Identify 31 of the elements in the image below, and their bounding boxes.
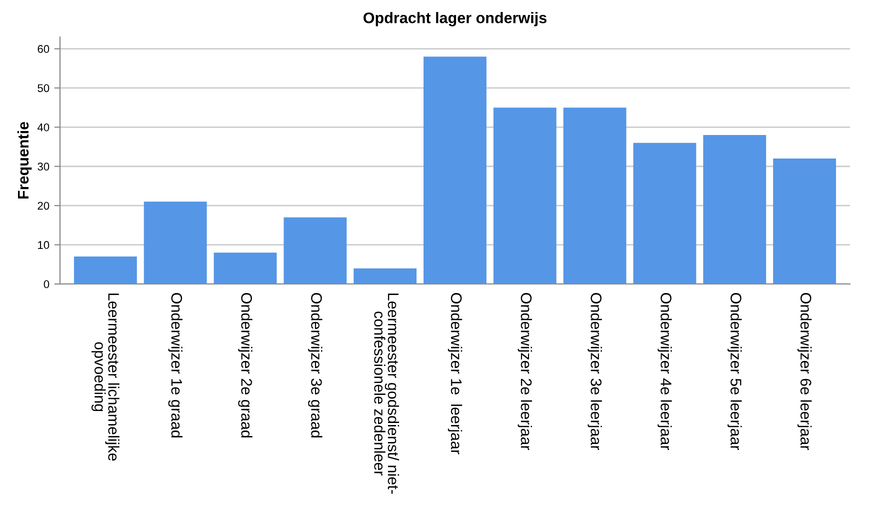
x-tick-label: Onderwijzer 1e leerjaar xyxy=(448,293,462,454)
x-tick-label: Onderwijzer 5e leerjaar xyxy=(728,293,742,450)
x-tick-label: Onderwijzer 2e graad xyxy=(238,293,252,438)
bar xyxy=(773,158,836,284)
bar xyxy=(354,268,417,284)
x-tick-label: Onderwijzer 2e leerjaar xyxy=(518,293,532,450)
y-tick-label: 20 xyxy=(38,202,50,210)
bar xyxy=(214,252,277,284)
y-tick-label: 60 xyxy=(38,45,50,53)
x-tick-label: Onderwijzer 1e graad xyxy=(168,293,182,438)
bar xyxy=(633,142,696,284)
x-tick-label: Leermeester lichamelijke opvoeding xyxy=(91,294,120,461)
y-tick-label: 0 xyxy=(44,280,50,288)
bar xyxy=(493,108,556,284)
bar xyxy=(284,217,347,284)
y-tick-label: 40 xyxy=(37,123,50,132)
x-tick-label: Onderwijzer 3e leerjaar xyxy=(588,293,602,450)
chart-title: Opdracht lager onderwijs xyxy=(364,12,546,26)
x-tick-label: Onderwijzer 4e leerjaar xyxy=(658,293,672,450)
x-tick-label: Onderwijzer 3e graad xyxy=(308,293,322,438)
x-tick-label: Leermeester godsdienst/ niet- confessionele zedenleer xyxy=(374,294,400,494)
x-tick-label: Onderwijzer 6e leerjaar xyxy=(797,293,812,450)
y-tick-label: 30 xyxy=(38,162,50,171)
y-tick-label: 50 xyxy=(38,84,50,92)
y-tick-label: 10 xyxy=(38,241,50,249)
bar xyxy=(563,108,626,284)
y-axis-title: Frequentie xyxy=(17,122,32,199)
bar xyxy=(424,56,486,284)
bar xyxy=(144,202,207,284)
bar xyxy=(74,256,137,284)
bar xyxy=(703,135,766,284)
